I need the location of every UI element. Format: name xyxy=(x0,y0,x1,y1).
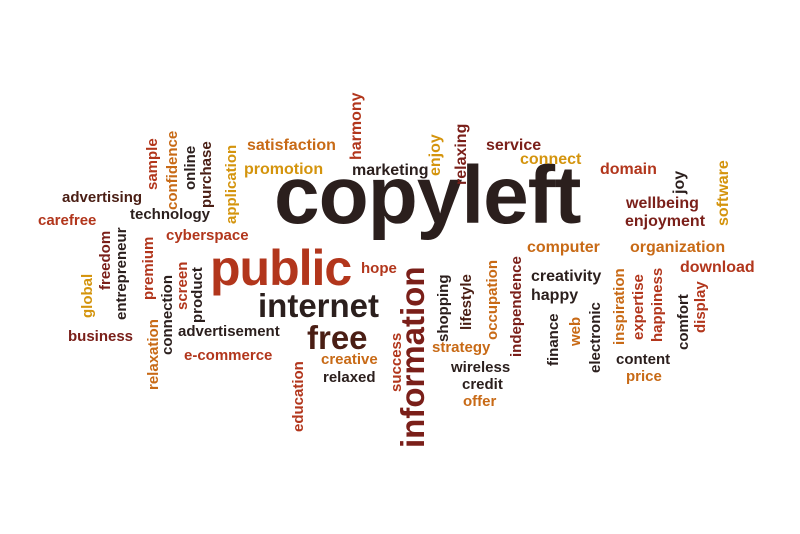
word-premium: premium xyxy=(140,236,157,300)
word-wellbeing: wellbeing xyxy=(626,195,699,212)
word-price: price xyxy=(626,368,662,385)
word-lifestyle: lifestyle xyxy=(458,274,475,330)
word-success: success xyxy=(388,332,405,392)
word-copyleft: copyleft xyxy=(274,150,581,241)
word-entrepreneur: entrepreneur xyxy=(113,227,130,320)
word-inspiration: inspiration xyxy=(611,268,628,345)
word-advertising: advertising xyxy=(62,189,143,206)
word-service: service xyxy=(486,137,542,154)
word-content: content xyxy=(616,351,671,368)
word-organization: organization xyxy=(630,239,726,256)
word-marketing: marketing xyxy=(352,162,429,179)
word-finance: finance xyxy=(545,313,562,366)
word-satisfaction: satisfaction xyxy=(247,137,336,154)
word-creativity: creativity xyxy=(531,268,602,285)
word-download: download xyxy=(680,259,755,276)
word-online: online xyxy=(182,145,199,190)
word-confidence: confidence xyxy=(164,130,181,210)
word-freedom: freedom xyxy=(97,230,114,290)
word-electronic: electronic xyxy=(587,302,604,373)
word-application: application xyxy=(223,144,240,224)
word-harmony: harmony xyxy=(348,92,365,160)
word-creative: creative xyxy=(321,351,378,368)
word-offer: offer xyxy=(463,393,497,410)
word-purchase: purchase xyxy=(198,141,215,208)
word-education: education xyxy=(290,361,307,432)
word-business: business xyxy=(68,328,134,345)
word-technology: technology xyxy=(130,206,211,223)
word-connect: connect xyxy=(520,151,582,168)
word-promotion: promotion xyxy=(244,161,324,178)
word-wireless: wireless xyxy=(451,359,511,376)
word-enjoyment: enjoyment xyxy=(625,213,706,230)
word-relaxed: relaxed xyxy=(323,369,376,386)
word-hope: hope xyxy=(361,260,397,277)
word-shopping: shopping xyxy=(435,274,452,343)
word-joy: joy xyxy=(671,170,688,194)
word-computer: computer xyxy=(527,239,600,256)
word-carefree: carefree xyxy=(38,212,97,229)
word-enjoy: enjoy xyxy=(427,134,444,176)
word-software: software xyxy=(715,160,732,226)
word-comfort: comfort xyxy=(675,294,692,350)
word-relaxing: relaxing xyxy=(453,123,470,185)
word-screen: screen xyxy=(174,261,191,310)
word-happy: happy xyxy=(531,287,579,304)
word-cyberspace: cyberspace xyxy=(166,227,249,244)
word-advertisement: advertisement xyxy=(178,323,280,340)
word-sample: sample xyxy=(144,138,161,190)
word-free: free xyxy=(307,319,368,356)
word-expertise: expertise xyxy=(630,274,647,340)
word-credit: credit xyxy=(462,376,503,393)
word-occupation: occupation xyxy=(484,259,501,340)
word-product: product xyxy=(189,267,206,323)
word-display: display xyxy=(692,281,709,333)
word-connection: connection xyxy=(159,274,176,355)
word-global: global xyxy=(79,273,96,318)
word-web: web xyxy=(567,316,584,346)
word-e-commerce: e-commerce xyxy=(184,347,273,364)
word-happiness: happiness xyxy=(649,267,666,342)
word-internet: internet xyxy=(258,287,380,324)
word-independence: independence xyxy=(508,256,525,357)
word-domain: domain xyxy=(600,161,657,178)
word-public: public xyxy=(210,240,352,296)
word-strategy: strategy xyxy=(432,339,491,356)
